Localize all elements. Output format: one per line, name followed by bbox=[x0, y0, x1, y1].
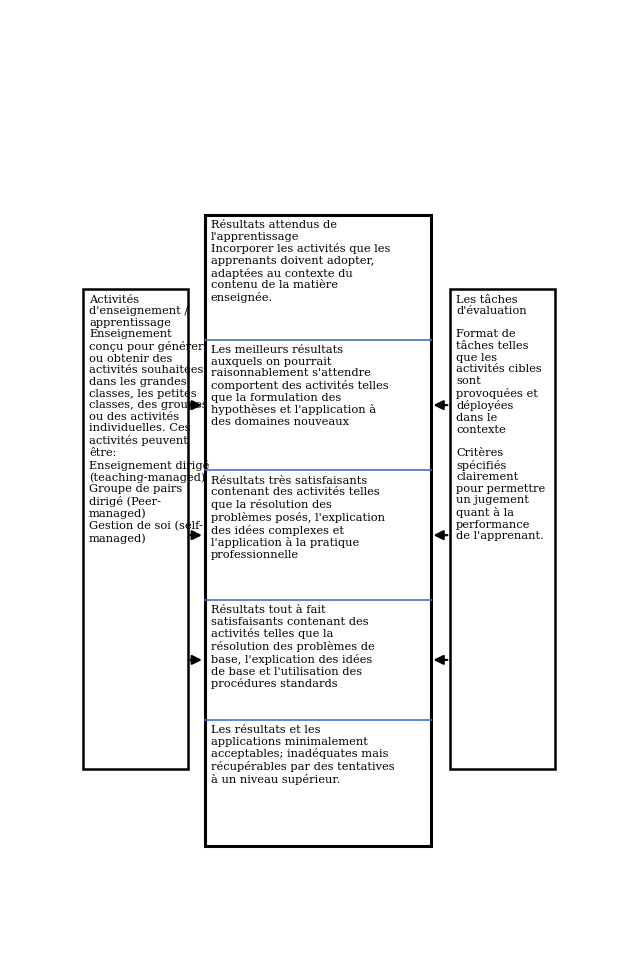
Text: Résultats très satisfaisants
contenant des activités telles
que la résolution de: Résultats très satisfaisants contenant d… bbox=[211, 476, 384, 560]
Text: Les résultats et les
applications minimalement
acceptables; inadéquates mais
réc: Les résultats et les applications minima… bbox=[211, 725, 394, 785]
FancyBboxPatch shape bbox=[450, 289, 555, 768]
Text: Les meilleurs résultats
auxquels on pourrait
raisonnablement s'attendre
comporte: Les meilleurs résultats auxquels on pour… bbox=[211, 345, 388, 427]
Text: Les tâches
d'évaluation

Format de
tâches telles
que les
activités cibles
sont
p: Les tâches d'évaluation Format de tâches… bbox=[456, 294, 545, 541]
FancyBboxPatch shape bbox=[83, 289, 187, 768]
Text: Résultats tout à fait
satisfaisants contenant des
activités telles que la
résolu: Résultats tout à fait satisfaisants cont… bbox=[211, 605, 374, 690]
Text: Activités
d'enseignement /
apprentissage
Enseignement
conçu pour générer
ou obte: Activités d'enseignement / apprentissage… bbox=[89, 294, 209, 544]
FancyBboxPatch shape bbox=[204, 215, 431, 846]
Text: Résultats attendus de
l'apprentissage
Incorporer les activités que les
apprenant: Résultats attendus de l'apprentissage In… bbox=[211, 220, 390, 303]
